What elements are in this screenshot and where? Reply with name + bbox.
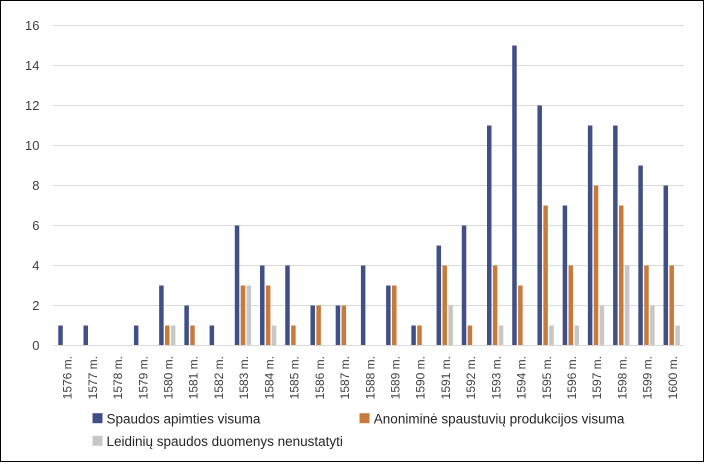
- svg-text:1579 m.: 1579 m.: [136, 356, 150, 399]
- svg-text:1580 m.: 1580 m.: [161, 356, 175, 399]
- svg-text:1581 m.: 1581 m.: [187, 356, 201, 399]
- svg-text:1585 m.: 1585 m.: [288, 356, 302, 399]
- svg-text:Leidinių spaudos duomenys nenu: Leidinių spaudos duomenys nenustatyti: [107, 434, 343, 449]
- svg-text:10: 10: [25, 138, 39, 153]
- svg-text:1596 m.: 1596 m.: [565, 356, 579, 399]
- svg-text:1582 m.: 1582 m.: [212, 356, 226, 399]
- svg-text:1587 m.: 1587 m.: [338, 356, 352, 399]
- svg-text:1597 m.: 1597 m.: [590, 356, 604, 399]
- svg-text:6: 6: [32, 218, 39, 233]
- svg-text:1583 m.: 1583 m.: [237, 356, 251, 399]
- svg-text:Anoniminė spaustuvių produkcij: Anoniminė spaustuvių produkcijos visuma: [374, 411, 625, 426]
- svg-text:12: 12: [25, 98, 39, 113]
- svg-text:1576 m.: 1576 m.: [61, 356, 75, 399]
- svg-text:1599 m.: 1599 m.: [641, 356, 655, 399]
- svg-text:Spaudos apimties visuma: Spaudos apimties visuma: [107, 411, 261, 426]
- svg-text:1592 m.: 1592 m.: [464, 356, 478, 399]
- svg-text:1578 m.: 1578 m.: [111, 356, 125, 399]
- svg-text:4: 4: [32, 258, 39, 273]
- svg-text:1577 m.: 1577 m.: [86, 356, 100, 399]
- svg-text:16: 16: [25, 18, 39, 33]
- svg-text:0: 0: [32, 338, 39, 353]
- svg-text:1584 m.: 1584 m.: [262, 356, 276, 399]
- svg-text:1594 m.: 1594 m.: [515, 356, 529, 399]
- svg-text:1591 m.: 1591 m.: [439, 356, 453, 399]
- svg-text:2: 2: [32, 298, 39, 313]
- svg-text:1593 m.: 1593 m.: [489, 356, 503, 399]
- svg-text:1598 m.: 1598 m.: [615, 356, 629, 399]
- svg-text:1586 m.: 1586 m.: [313, 356, 327, 399]
- svg-text:8: 8: [32, 178, 39, 193]
- svg-text:1590 m.: 1590 m.: [414, 356, 428, 399]
- svg-text:1588 m.: 1588 m.: [363, 356, 377, 399]
- svg-text:1589 m.: 1589 m.: [388, 356, 402, 399]
- svg-text:1600 m.: 1600 m.: [666, 356, 680, 399]
- svg-text:1595 m.: 1595 m.: [540, 356, 554, 399]
- svg-text:14: 14: [25, 58, 39, 73]
